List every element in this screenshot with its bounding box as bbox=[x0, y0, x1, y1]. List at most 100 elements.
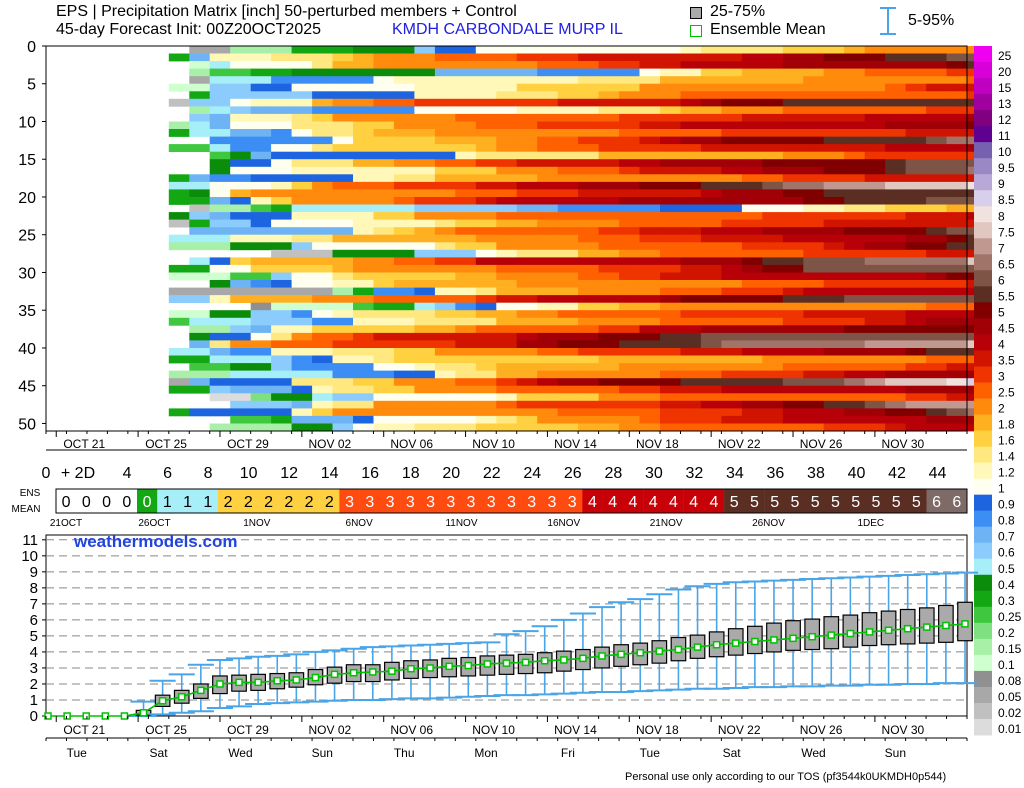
heatmap-cell bbox=[844, 423, 866, 432]
mean-marker bbox=[846, 629, 855, 638]
heatmap-cell bbox=[578, 325, 599, 334]
heatmap-cell bbox=[434, 159, 456, 168]
heatmap-cell bbox=[639, 393, 661, 402]
mean-marker bbox=[44, 712, 52, 720]
heatmap-cell bbox=[598, 340, 620, 349]
heatmap-cell bbox=[414, 144, 436, 152]
heatmap-cell bbox=[803, 363, 825, 371]
heatmap-cell bbox=[475, 68, 497, 77]
heatmap-cell bbox=[721, 332, 743, 341]
heatmap-cell bbox=[271, 415, 292, 424]
heatmap-cell bbox=[230, 385, 252, 394]
heatmap-cell bbox=[393, 415, 415, 424]
heatmap-cell bbox=[516, 234, 538, 243]
heatmap-cell bbox=[209, 332, 231, 341]
ens-mean-cell bbox=[420, 489, 441, 513]
heatmap-cell bbox=[721, 242, 743, 251]
heatmap-cell bbox=[189, 174, 211, 183]
heatmap-cell bbox=[905, 166, 927, 175]
heatmap-cell bbox=[619, 317, 640, 326]
heatmap-cell bbox=[864, 302, 886, 311]
day-offset-label: 6 bbox=[163, 465, 172, 482]
heatmap-cell bbox=[434, 423, 456, 432]
day-offset-label: 32 bbox=[685, 465, 703, 482]
heatmap-cell bbox=[660, 129, 681, 137]
heatmap-cell bbox=[680, 287, 702, 296]
heatmap-cell bbox=[291, 121, 313, 130]
ens-mean-value: 4 bbox=[649, 494, 658, 511]
heatmap-cell bbox=[496, 317, 518, 326]
heatmap-cell bbox=[312, 144, 333, 152]
heatmap-cell bbox=[189, 340, 211, 349]
heatmap-cell bbox=[332, 136, 354, 145]
legend-range: 5-95% bbox=[876, 6, 954, 41]
heatmap-cell bbox=[373, 53, 395, 62]
heatmap-cell bbox=[537, 204, 559, 213]
date-tick-label: NOV 06 bbox=[390, 437, 433, 451]
ens-mean-value: 1 bbox=[203, 494, 212, 511]
heatmap-cell bbox=[557, 61, 579, 69]
member-tick-label: 35 bbox=[18, 303, 36, 320]
heatmap-cell bbox=[353, 144, 374, 152]
heatmap-cell bbox=[414, 385, 436, 394]
heatmap-cell bbox=[782, 280, 804, 288]
heatmap-cell bbox=[393, 174, 415, 183]
heatmap-cell bbox=[926, 166, 947, 175]
heatmap-cell bbox=[312, 98, 333, 107]
heatmap-cell bbox=[741, 408, 763, 417]
heatmap-cell bbox=[700, 363, 722, 371]
heatmap-cell bbox=[209, 287, 231, 296]
heatmap-cell bbox=[885, 302, 906, 311]
heatmap-cell bbox=[905, 363, 927, 371]
heatmap-cell bbox=[291, 423, 313, 432]
heatmap-cell bbox=[864, 234, 886, 243]
heatmap-cell bbox=[168, 189, 190, 198]
heatmap-cell bbox=[782, 325, 804, 334]
heatmap-cell bbox=[680, 242, 702, 251]
heatmap-cell bbox=[741, 242, 763, 251]
day-offset-label: 20 bbox=[442, 465, 460, 482]
heatmap-cell bbox=[209, 174, 231, 183]
heatmap-cell bbox=[844, 113, 866, 122]
heatmap-cell bbox=[741, 400, 763, 409]
heatmap-cell bbox=[537, 76, 559, 85]
heatmap-cell bbox=[762, 408, 784, 417]
heatmap-cell bbox=[946, 348, 968, 356]
heatmap-cell bbox=[762, 370, 784, 379]
heatmap-cell bbox=[537, 197, 559, 205]
heatmap-cell bbox=[823, 166, 845, 175]
heatmap-cell bbox=[537, 46, 559, 54]
colorbar-label: 0.05 bbox=[998, 690, 1022, 704]
heatmap-cell bbox=[721, 408, 743, 417]
heatmap-cell bbox=[353, 204, 374, 213]
heatmap-cell bbox=[639, 166, 661, 175]
heatmap-cell bbox=[557, 129, 579, 137]
heatmap-cell bbox=[537, 317, 559, 326]
heatmap-cell bbox=[885, 113, 906, 122]
heatmap-cell bbox=[762, 181, 784, 190]
heatmap-cell bbox=[373, 340, 395, 349]
heatmap-cell bbox=[741, 355, 763, 364]
heatmap-cell bbox=[823, 121, 845, 130]
date-tick-label: OCT 21 bbox=[63, 437, 105, 451]
heatmap-cell bbox=[578, 378, 599, 387]
heatmap-cell bbox=[823, 272, 845, 281]
heatmap-cell bbox=[864, 46, 886, 54]
heatmap-cell bbox=[537, 166, 559, 175]
heatmap-cell bbox=[721, 348, 743, 356]
heatmap-cell bbox=[353, 310, 374, 319]
heatmap-cell bbox=[353, 189, 374, 198]
heatmap-cell bbox=[537, 219, 559, 228]
heatmap-cell bbox=[455, 144, 477, 152]
heatmap-cell bbox=[189, 310, 211, 319]
heatmap-cell bbox=[885, 181, 906, 190]
heatmap-cell bbox=[741, 61, 763, 69]
heatmap-cell bbox=[598, 317, 620, 326]
heatmap-cell bbox=[721, 91, 743, 100]
ens-mean-value: 5 bbox=[892, 494, 901, 511]
heatmap-cell bbox=[516, 340, 538, 349]
heatmap-cell bbox=[271, 332, 292, 341]
ens-mean-value: 2 bbox=[244, 494, 253, 511]
day-offset-label: 38 bbox=[807, 465, 825, 482]
heatmap-cell bbox=[332, 234, 354, 243]
